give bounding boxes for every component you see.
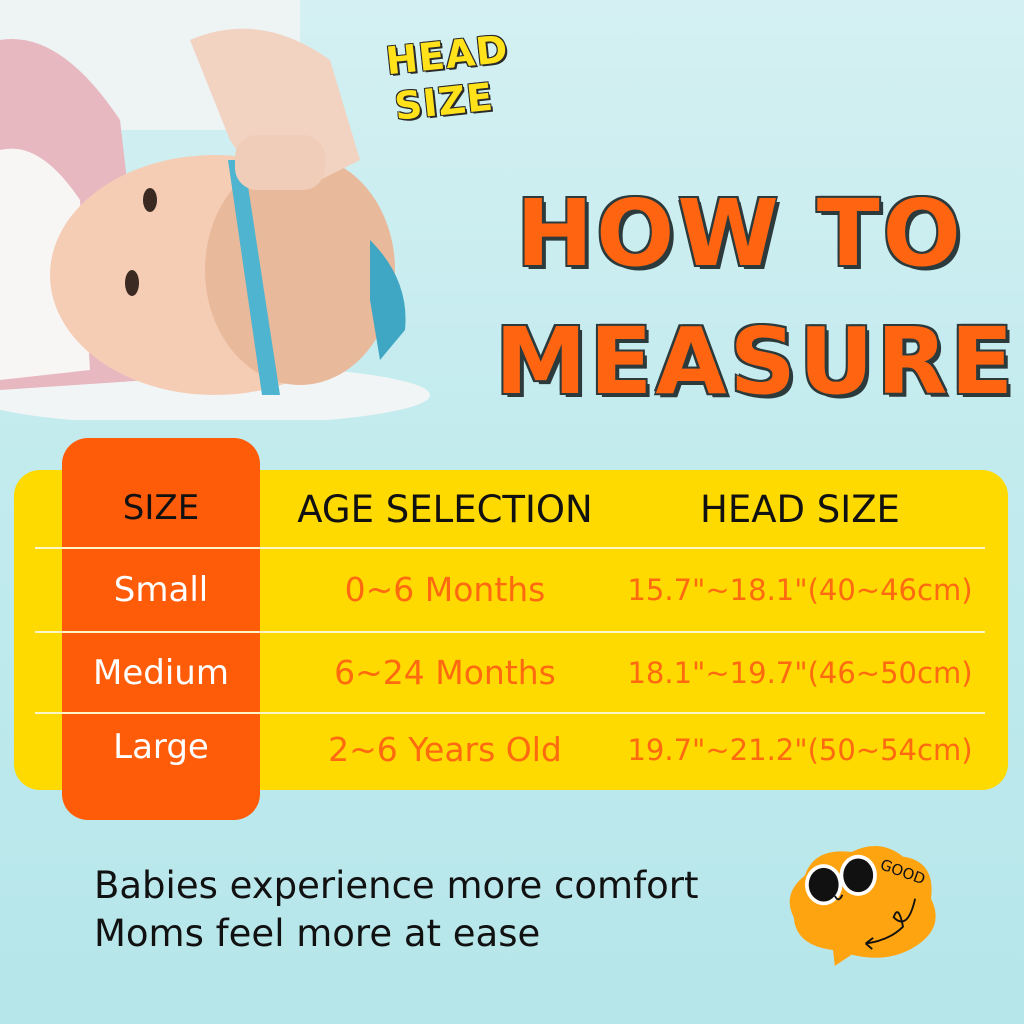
tagline-line-2: Moms feel more at ease xyxy=(94,912,541,955)
head-size-badge: HEAD SIZE xyxy=(384,22,553,130)
page-title: HOW TO MEASURE xyxy=(495,170,1017,426)
good-face-sticker-icon: GOOD xyxy=(789,846,936,966)
row-divider xyxy=(35,712,985,714)
baby-measuring-photo xyxy=(0,0,430,420)
row-large-head: 19.7"~21.2"(50~54cm) xyxy=(627,733,973,767)
row-large-size: Large xyxy=(113,727,209,767)
row-divider xyxy=(35,547,985,549)
row-medium-age: 6~24 Months xyxy=(334,653,556,692)
row-small-size: Small xyxy=(113,570,209,610)
header-head-size: HEAD SIZE xyxy=(700,488,900,531)
row-medium-size: Medium xyxy=(93,653,229,693)
title-line-2: MEASURE xyxy=(495,308,1017,415)
title-line-1: HOW TO xyxy=(516,180,964,287)
tagline-line-1: Babies experience more comfort xyxy=(94,864,699,907)
row-small-age: 0~6 Months xyxy=(344,570,546,609)
row-large-age: 2~6 Years Old xyxy=(328,730,562,769)
size-column-highlight xyxy=(62,438,260,820)
header-age-selection: AGE SELECTION xyxy=(297,488,593,531)
row-divider xyxy=(35,631,985,633)
tagline: Babies experience more comfort Moms feel… xyxy=(94,862,698,958)
row-small-head: 15.7"~18.1"(40~46cm) xyxy=(627,573,973,607)
header-size: SIZE xyxy=(122,488,200,528)
row-medium-head: 18.1"~19.7"(46~50cm) xyxy=(627,656,973,690)
